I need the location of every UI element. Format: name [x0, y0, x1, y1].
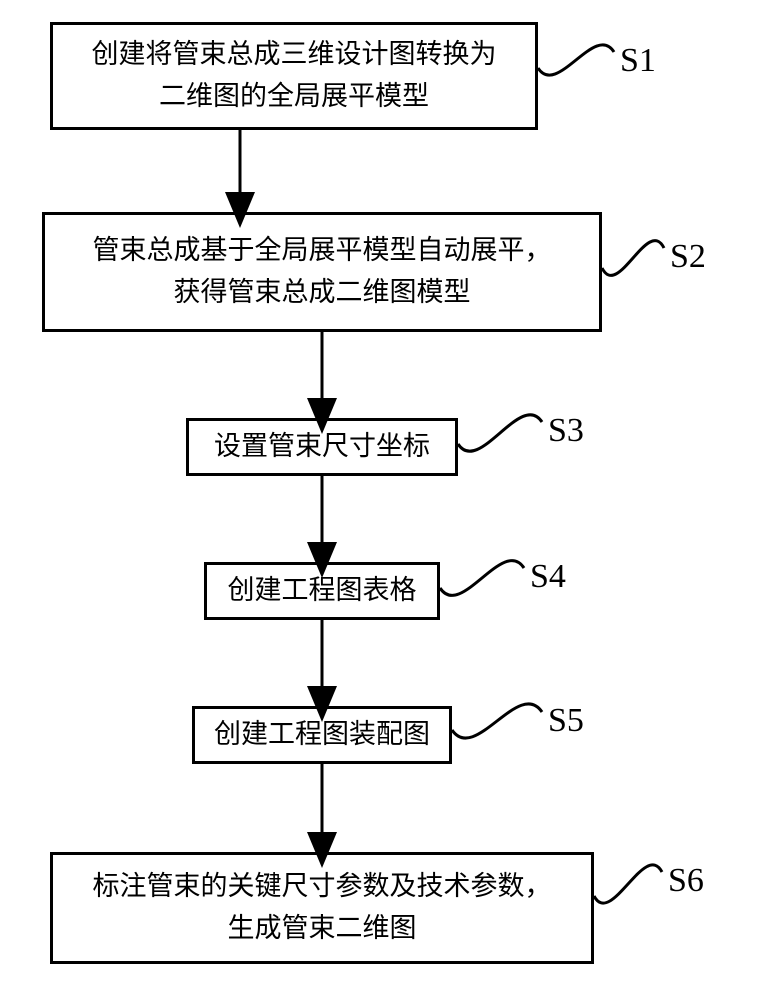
step-box-s1: 创建将管束总成三维设计图转换为 二维图的全局展平模型 — [50, 22, 538, 130]
step-text-s6: 标注管束的关键尺寸参数及技术参数， 生成管束二维图 — [93, 866, 552, 950]
step-label-s1: S1 — [620, 42, 656, 80]
step-label-s4: S4 — [530, 558, 566, 596]
step-text-s3: 设置管束尺寸坐标 — [214, 426, 430, 468]
step-label-s3: S3 — [548, 412, 584, 450]
connector-overlay — [0, 0, 771, 1000]
step-label-s2: S2 — [670, 238, 706, 276]
step-box-s4: 创建工程图表格 — [204, 562, 440, 620]
step-label-s6: S6 — [668, 862, 704, 900]
step-box-s2: 管束总成基于全局展平模型自动展平， 获得管束总成二维图模型 — [42, 212, 602, 332]
flowchart-canvas: 创建将管束总成三维设计图转换为 二维图的全局展平模型 管束总成基于全局展平模型自… — [0, 0, 771, 1000]
step-text-s1: 创建将管束总成三维设计图转换为 二维图的全局展平模型 — [92, 34, 497, 118]
step-label-s5: S5 — [548, 702, 584, 740]
step-text-s4: 创建工程图表格 — [228, 570, 417, 612]
step-box-s3: 设置管束尺寸坐标 — [186, 418, 458, 476]
step-text-s5: 创建工程图装配图 — [214, 714, 430, 756]
step-box-s5: 创建工程图装配图 — [192, 706, 452, 764]
step-text-s2: 管束总成基于全局展平模型自动展平， 获得管束总成二维图模型 — [93, 230, 552, 314]
step-box-s6: 标注管束的关键尺寸参数及技术参数， 生成管束二维图 — [50, 852, 594, 964]
